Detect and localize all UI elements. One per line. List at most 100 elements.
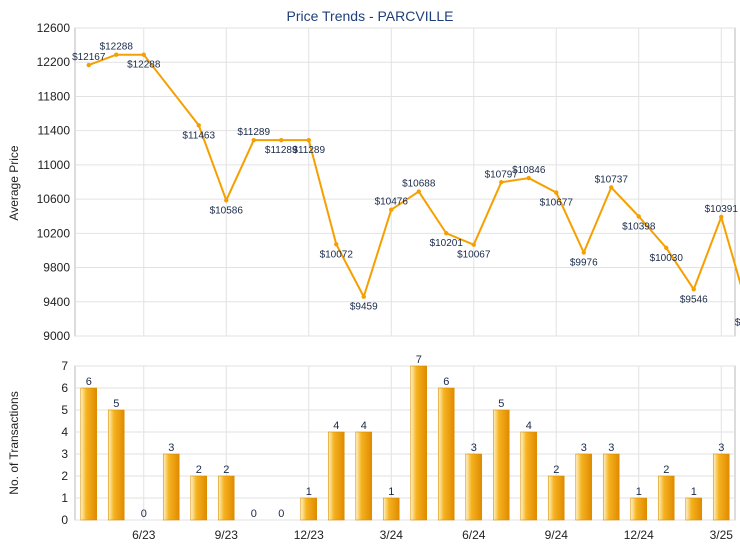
price-data-label: $9459 <box>350 302 378 313</box>
bar-y-tick-label: 1 <box>61 491 68 505</box>
transaction-bar <box>107 409 125 521</box>
price-point <box>444 231 449 236</box>
bar-y-tick-label: 5 <box>61 403 68 417</box>
price-plot-area <box>74 27 736 337</box>
price-y-tick-label: 11800 <box>38 89 71 103</box>
bar-data-label: 3 <box>168 442 174 454</box>
price-data-label: $12288 <box>127 60 161 71</box>
bar-data-label: 7 <box>416 354 422 366</box>
transaction-bar <box>382 497 400 521</box>
transaction-bar <box>300 497 318 521</box>
x-tick-label: 6/23 <box>132 528 156 542</box>
bar-data-label: 2 <box>663 464 669 476</box>
bar-data-label: 0 <box>251 508 257 520</box>
price-data-label: $9546 <box>680 294 708 305</box>
price-data-label: $10398 <box>622 221 656 232</box>
bar-data-label: 3 <box>608 442 614 454</box>
price-y-axis-label: Average Price <box>7 145 21 220</box>
x-tick-label: 9/23 <box>215 528 239 542</box>
price-y-tick-label: 12200 <box>37 55 71 69</box>
price-data-label: $11289 <box>292 145 325 156</box>
transaction-bar <box>217 475 235 521</box>
price-data-label: $11289 <box>265 145 298 156</box>
transaction-bar <box>355 431 373 521</box>
bar-y-tick-label: 3 <box>61 447 68 461</box>
price-data-label: $9277 <box>735 317 740 328</box>
price-point <box>86 62 91 68</box>
bar-data-label: 5 <box>498 398 504 410</box>
price-data-label: $10586 <box>210 205 244 216</box>
price-data-label: $10737 <box>595 174 629 185</box>
bar-data-label: 0 <box>141 508 147 520</box>
price-point <box>224 198 229 203</box>
price-y-tick-label: 10600 <box>37 192 71 206</box>
transaction-bar <box>712 453 730 521</box>
price-data-label: $10677 <box>540 198 574 209</box>
price-y-tick-label: 12600 <box>37 21 71 35</box>
x-tick-label: 9/24 <box>545 528 569 542</box>
price-series-line <box>88 53 740 298</box>
bar-data-label: 1 <box>636 486 642 498</box>
price-data-label: $11289 <box>237 127 270 138</box>
bar-data-label: 3 <box>581 442 587 454</box>
price-point <box>279 137 284 143</box>
price-point <box>416 189 421 194</box>
transaction-bar <box>327 431 345 521</box>
bar-data-label: 3 <box>471 442 477 454</box>
price-data-label: $12167 <box>72 52 106 63</box>
x-tick-label: 3/24 <box>380 528 404 542</box>
price-y-tick-label: 9000 <box>43 329 70 343</box>
price-point <box>609 185 614 190</box>
bar-data-label: 4 <box>526 420 532 432</box>
price-point <box>664 245 669 251</box>
price-point <box>499 180 504 185</box>
bar-y-tick-label: 6 <box>61 381 68 395</box>
transaction-bar <box>685 497 703 521</box>
price-point <box>196 123 201 128</box>
price-point <box>581 250 586 255</box>
bar-y-tick-label: 7 <box>61 359 68 373</box>
price-y-tick-label: 10200 <box>37 226 71 240</box>
transaction-bar <box>492 409 510 521</box>
transaction-bar <box>465 453 483 521</box>
transaction-bar <box>162 453 180 521</box>
price-data-label: $10797 <box>485 169 519 180</box>
x-tick-label: 6/24 <box>462 528 486 542</box>
transaction-bar <box>190 475 208 521</box>
price-y-tick-label: 9400 <box>43 295 70 309</box>
bar-data-label: 5 <box>113 398 119 410</box>
x-tick-label: 12/24 <box>624 528 654 542</box>
price-point <box>471 242 476 247</box>
price-point <box>306 137 311 143</box>
bar-data-label: 2 <box>223 464 229 476</box>
transaction-bar <box>547 475 565 521</box>
transaction-bar <box>410 365 428 521</box>
price-point <box>251 137 256 143</box>
x-tick-label: 12/23 <box>294 528 324 542</box>
transaction-bar <box>437 387 455 521</box>
price-y-tick-label: 11000 <box>38 158 71 172</box>
chart-title: Price Trends - PARCVILLE <box>286 8 453 24</box>
x-tick-label: 3/25 <box>710 528 734 542</box>
price-point <box>526 175 531 181</box>
price-data-label: $10688 <box>402 179 436 190</box>
bar-data-label: 1 <box>388 486 394 498</box>
price-point <box>554 190 559 195</box>
price-data-label: $10476 <box>375 197 409 208</box>
price-point <box>361 294 366 299</box>
price-data-label: $10846 <box>512 165 546 176</box>
price-point <box>114 52 119 57</box>
bar-data-label: 0 <box>278 508 284 520</box>
price-data-label: $10391 <box>705 204 739 215</box>
bar-data-label: 4 <box>361 420 367 432</box>
price-data-label: $12288 <box>100 42 134 53</box>
price-point <box>636 214 641 219</box>
transaction-bar <box>520 431 538 521</box>
bar-data-label: 1 <box>691 486 697 498</box>
transaction-bar <box>630 497 648 521</box>
price-y-tick-label: 11400 <box>38 124 71 138</box>
transaction-bar <box>602 453 620 521</box>
price-point <box>141 52 146 57</box>
price-point <box>719 214 724 220</box>
bar-y-axis-label: No. of Transactions <box>7 391 21 494</box>
